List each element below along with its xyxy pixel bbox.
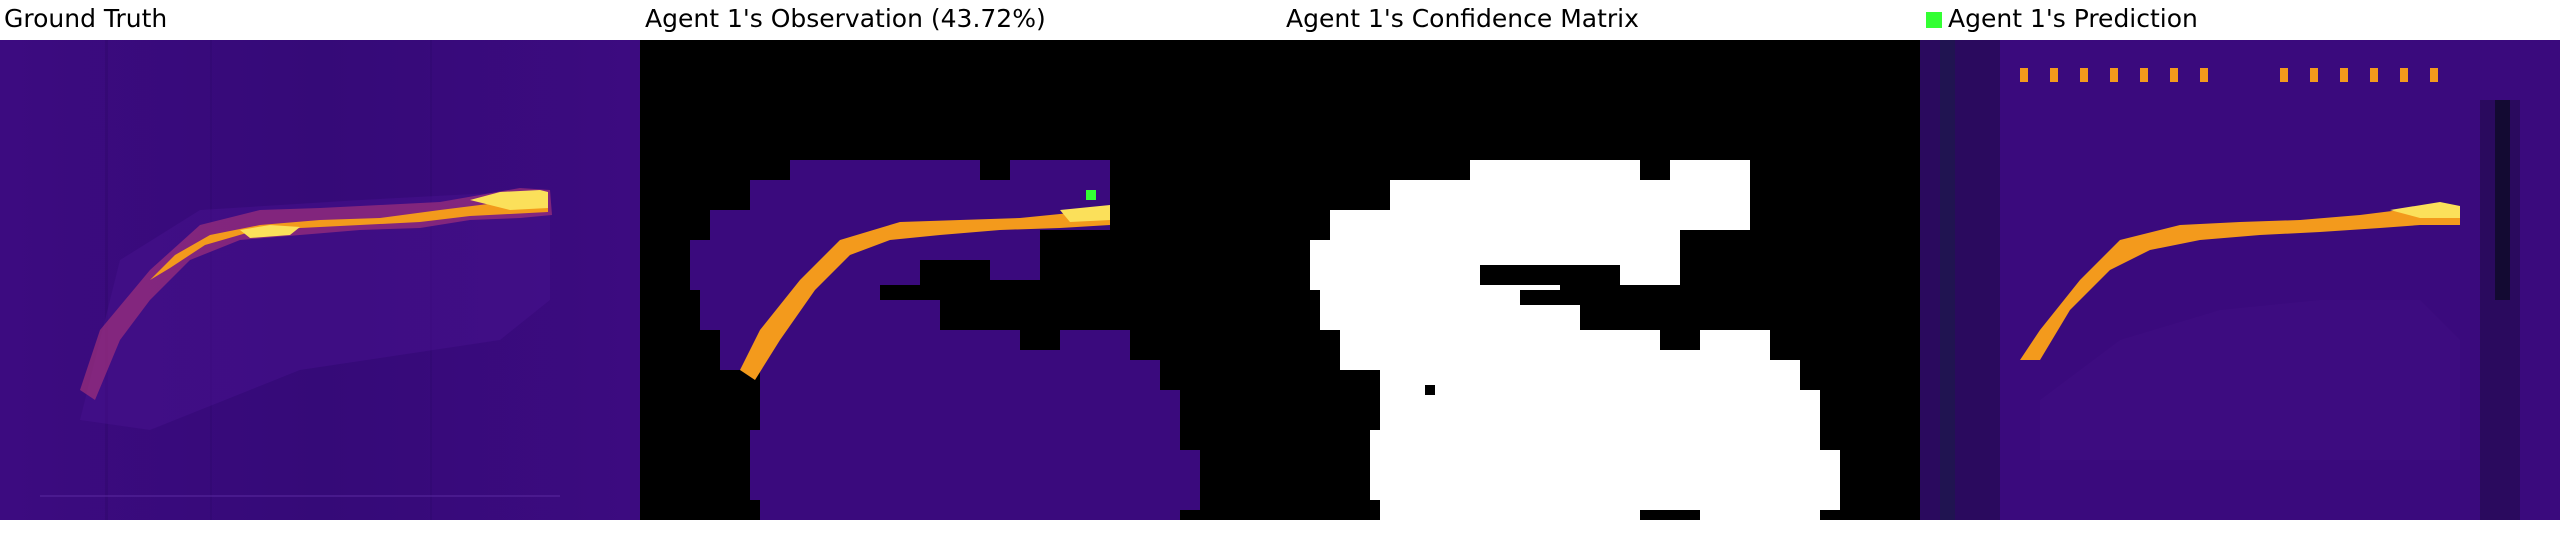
confidence-matrix-image [1280, 40, 1920, 520]
ground-truth-title: Ground Truth [4, 4, 168, 33]
green-square-icon [1926, 12, 1942, 28]
prediction-title: Agent 1's Prediction [1926, 2, 2198, 36]
ground-truth-image [0, 40, 640, 520]
observation-title: Agent 1's Observation (43.72%) [645, 4, 1046, 33]
confidence-title: Agent 1's Confidence Matrix [1286, 4, 1639, 33]
observation-image [640, 40, 1280, 520]
prediction-image [1920, 40, 2560, 520]
prediction-title-text: Agent 1's Prediction [1948, 4, 2198, 33]
agent-marker-icon [1086, 190, 1096, 200]
